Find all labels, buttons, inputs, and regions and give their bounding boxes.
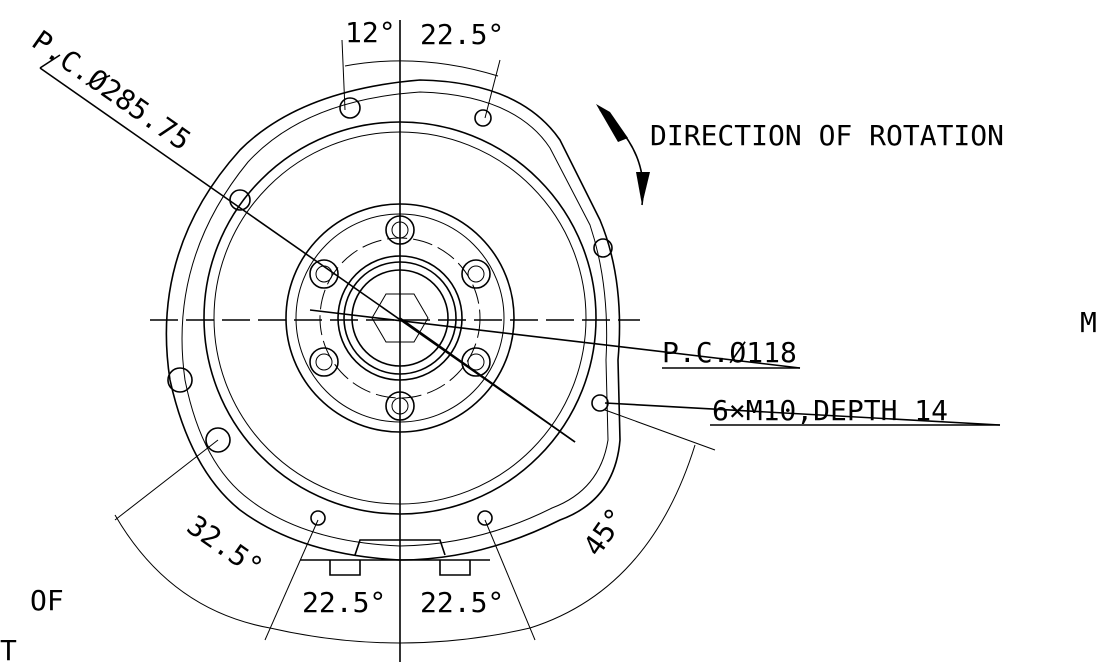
label: M <box>1080 306 1097 339</box>
label: 22.5° <box>420 586 504 619</box>
drawing: 12° 22.5° P.C.Ø285.75 DIRECTION OF ROTAT… <box>0 0 1102 662</box>
label: 6×M10,DEPTH 14 <box>712 394 948 427</box>
label: 12° <box>345 16 396 49</box>
label: OF <box>30 584 64 617</box>
label: P.C.Ø118 <box>662 336 797 369</box>
label: T <box>0 634 17 662</box>
label: 45° <box>577 502 633 562</box>
label: 22.5° <box>302 586 386 619</box>
label: P.C.Ø285.75 <box>26 24 197 157</box>
label: DIRECTION OF ROTATION <box>650 119 1004 152</box>
label: 22.5° <box>420 18 504 51</box>
